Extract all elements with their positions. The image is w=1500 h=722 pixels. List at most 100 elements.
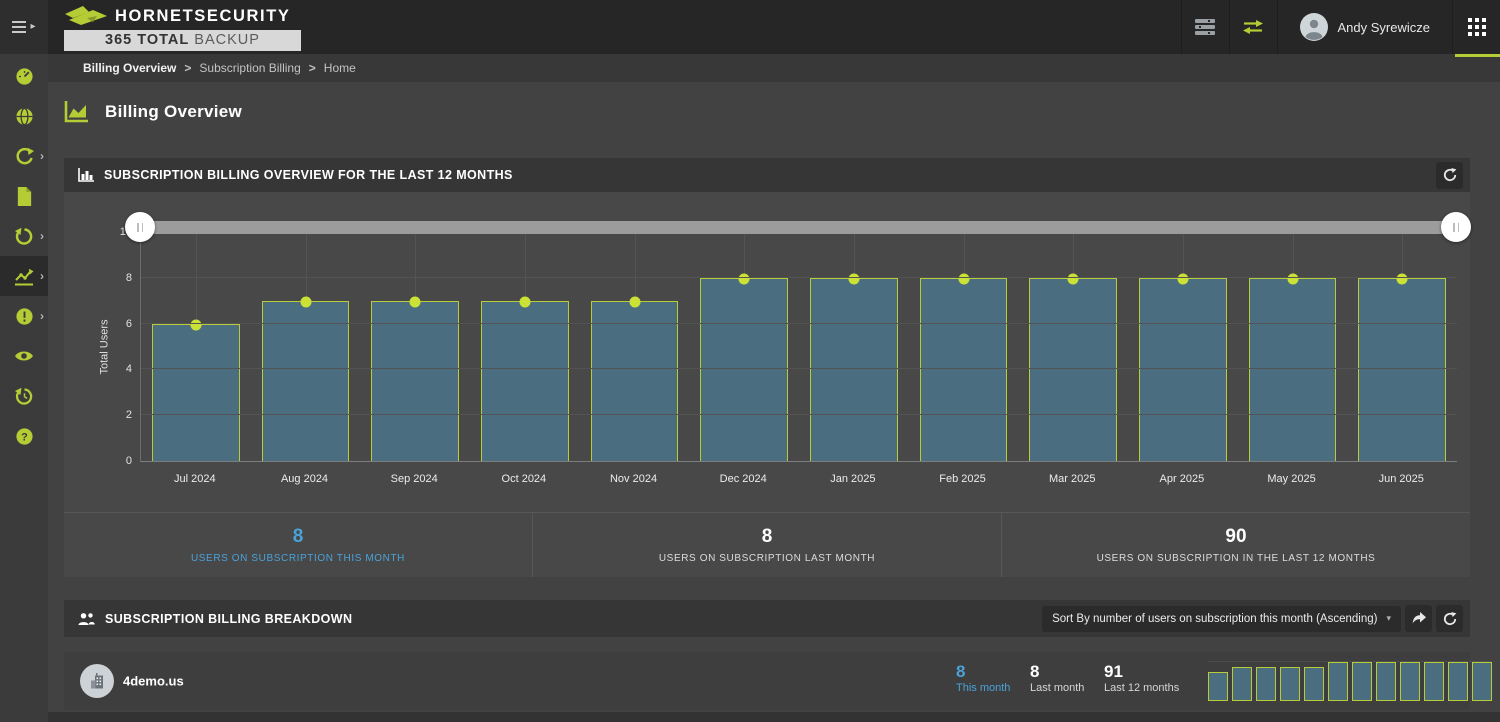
page-title: Billing Overview (105, 102, 242, 122)
building-icon (88, 672, 106, 690)
data-point-marker (629, 296, 640, 307)
data-point-marker (1177, 273, 1188, 284)
bar-column (799, 232, 909, 461)
bar-column (1347, 232, 1457, 461)
restore-icon (15, 227, 34, 246)
apps-grid-button[interactable] (1452, 0, 1500, 54)
sparkline-bar (1328, 662, 1348, 701)
bar[interactable] (152, 324, 240, 461)
sidebar-item-alerts[interactable]: › (0, 296, 48, 336)
stat-value: 90 (1225, 526, 1246, 548)
document-icon (16, 187, 33, 206)
stat-value[interactable]: 8 (293, 526, 304, 548)
refresh-button[interactable] (1436, 605, 1463, 632)
app-header: ▸ HORNETSECURITY 365 TOTAL BACKUP (0, 0, 1500, 54)
sort-dropdown-label: Sort By number of users on subscription … (1052, 613, 1377, 625)
stat-users-this-month[interactable]: 8 USERS ON SUBSCRIPTION THIS MONTH (64, 513, 532, 577)
data-point-marker (1397, 273, 1408, 284)
line-chart-icon (14, 266, 34, 286)
bar[interactable] (920, 278, 1008, 461)
breadcrumb-item-subscription-billing[interactable]: Subscription Billing (199, 61, 300, 75)
sidebar-item-history[interactable] (0, 376, 48, 416)
bar-column (1238, 232, 1348, 461)
organization-name[interactable]: 4demo.us (123, 674, 184, 689)
apps-grid-icon (1468, 18, 1486, 36)
brand-logo: HORNETSECURITY 365 TOTAL BACKUP (64, 5, 301, 51)
bar[interactable] (1029, 278, 1117, 461)
summary-stats-row: 8 USERS ON SUBSCRIPTION THIS MONTH 8 USE… (64, 512, 1470, 577)
sidebar-item-services[interactable] (0, 96, 48, 136)
sidebar-item-documents[interactable] (0, 176, 48, 216)
sidebar-item-help[interactable]: ? (0, 416, 48, 456)
data-point-marker (519, 296, 530, 307)
bar-column (689, 232, 799, 461)
sparkline-bar (1400, 662, 1420, 701)
sync-icon (15, 147, 34, 166)
row-stat-last-month: 8 Last month (1030, 663, 1084, 694)
submenu-chevron-icon: › (40, 269, 44, 283)
breakdown-panel: SUBSCRIPTION BILLING BREAKDOWN Sort By n… (64, 600, 1470, 637)
users-icon (78, 612, 95, 626)
sparkline-bar (1424, 662, 1444, 701)
bar[interactable] (1139, 278, 1227, 461)
export-button[interactable] (1405, 605, 1432, 632)
user-name: Andy Syrewicze (1338, 20, 1430, 35)
chart-region: Total Users 0246810 Jul 2024Aug 2024Sep … (64, 192, 1470, 512)
sparkline-bar (1304, 667, 1324, 701)
user-menu[interactable]: Andy Syrewicze (1277, 0, 1452, 54)
x-axis-tick-labels: Jul 2024Aug 2024Sep 2024Oct 2024Nov 2024… (140, 473, 1456, 485)
sidebar-item-statistics-active[interactable]: › (0, 256, 48, 296)
data-point-marker (190, 319, 201, 330)
range-slider-track[interactable] (140, 221, 1456, 234)
submenu-chevron-icon: › (40, 149, 44, 163)
bar[interactable] (591, 301, 679, 461)
bar[interactable] (262, 301, 350, 461)
sidebar-item-sync[interactable]: › (0, 136, 48, 176)
history-icon (15, 387, 34, 406)
refresh-icon (1443, 168, 1457, 182)
range-slider-handle-right[interactable] (1441, 212, 1471, 242)
sparkline-bar (1376, 662, 1396, 701)
bar-column (1018, 232, 1128, 461)
row-stat-this-month[interactable]: 8 This month (956, 663, 1010, 694)
caret-down-icon: ▾ (1386, 613, 1391, 624)
sidebar-item-monitoring[interactable] (0, 336, 48, 376)
sidebar-item-dashboard[interactable] (0, 56, 48, 96)
breadcrumb-item-home[interactable]: Home (324, 61, 356, 75)
overview-panel-header: SUBSCRIPTION BILLING OVERVIEW FOR THE LA… (64, 158, 1470, 192)
range-slider-handle-left[interactable] (125, 212, 155, 242)
refresh-icon (1443, 612, 1457, 626)
stat-label: USERS ON SUBSCRIPTION IN THE LAST 12 MON… (1097, 553, 1376, 564)
switch-service-button[interactable] (1229, 0, 1277, 54)
swap-arrows-icon (1242, 19, 1264, 35)
y-axis-tick-labels: 0246810 (64, 232, 136, 461)
bar[interactable] (371, 301, 459, 461)
submenu-chevron-icon: › (40, 309, 44, 323)
bar[interactable] (1249, 278, 1337, 461)
bar-column (141, 232, 251, 461)
data-point-marker (300, 296, 311, 307)
breakdown-row-4demo[interactable]: 4demo.us 8 This month 8 Last month 91 La… (64, 652, 1470, 710)
sort-dropdown[interactable]: Sort By number of users on subscription … (1042, 606, 1401, 632)
sparkline-bar (1256, 667, 1276, 701)
bottom-strip (48, 712, 1500, 722)
sparkline-bar (1472, 662, 1492, 701)
breadcrumb-item-billing-overview[interactable]: Billing Overview (83, 61, 176, 75)
server-list-button[interactable] (1181, 0, 1229, 54)
sparkline-bar (1208, 672, 1228, 701)
refresh-button[interactable] (1436, 162, 1463, 189)
stat-value: 8 (762, 526, 773, 548)
bar[interactable] (1358, 278, 1446, 461)
sparkline-bar (1448, 662, 1468, 701)
bar-column (470, 232, 580, 461)
stat-label[interactable]: USERS ON SUBSCRIPTION THIS MONTH (191, 553, 405, 564)
bar[interactable] (810, 278, 898, 461)
menu-toggle-button[interactable]: ▸ (0, 0, 48, 54)
sidebar-item-restore[interactable]: › (0, 216, 48, 256)
sidebar: › › › › (0, 54, 48, 722)
bar[interactable] (481, 301, 569, 461)
bar[interactable] (700, 278, 788, 461)
bar-column (360, 232, 470, 461)
bar-chart-icon (78, 168, 94, 182)
bar-column (909, 232, 1019, 461)
